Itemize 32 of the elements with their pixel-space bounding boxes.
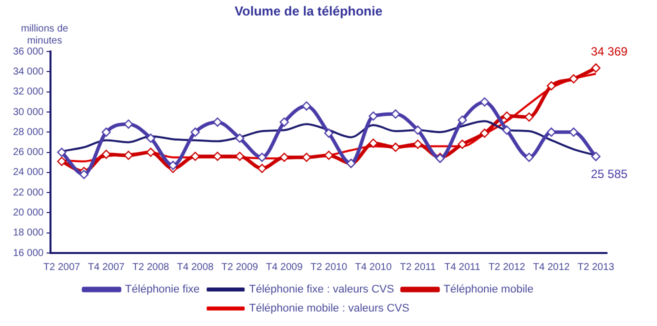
x-tick-label: T2 2007 [43, 262, 80, 273]
x-tick-label: T4 2007 [88, 262, 126, 273]
x-tick-label: T2 2009 [221, 262, 259, 273]
x-tick-label: T2 2010 [310, 262, 348, 273]
data-label: 25 585 [590, 166, 628, 181]
legend-label: Téléphonie fixe : valeurs CVS [249, 284, 394, 296]
y-tick-label: 24 000 [12, 167, 44, 178]
x-tick-label: T2 2012 [488, 262, 526, 273]
y-tick-label: 16 000 [12, 248, 44, 259]
x-tick-label: T4 2012 [533, 262, 570, 273]
legend-label: Téléphonie fixe [125, 284, 200, 296]
y-tick-label: 34 000 [12, 66, 44, 78]
x-tick-label: T2 2011 [400, 262, 436, 273]
legend-label: Téléphonie mobile [444, 284, 534, 296]
y-tick-label: 28 000 [12, 126, 44, 138]
y-tick-label: 18 000 [12, 228, 44, 239]
y-axis-title: millions de minutes [20, 24, 69, 47]
y-tick-label: 32 000 [12, 86, 44, 98]
y-tick-label: 20 000 [12, 207, 44, 218]
chart-title: Volume de la téléphonie [234, 3, 382, 18]
x-tick-label: T4 2008 [176, 262, 214, 273]
x-tick-label: T4 2011 [444, 262, 481, 273]
y-tick-label: 26 000 [12, 147, 44, 158]
x-tick-label: T4 2010 [354, 262, 392, 273]
y-tick-label: 30 000 [12, 106, 44, 118]
y-tick-label: 36 000 [12, 46, 44, 58]
y-tick-label: 22 000 [12, 187, 44, 198]
x-tick-label: T2 2008 [132, 262, 170, 273]
legend-label: Téléphonie mobile : valeurs CVS [249, 302, 410, 315]
x-tick-label: T4 2009 [266, 262, 304, 273]
x-tick-label: T2 2013 [578, 262, 615, 273]
data-label: 34 369 [590, 44, 628, 58]
